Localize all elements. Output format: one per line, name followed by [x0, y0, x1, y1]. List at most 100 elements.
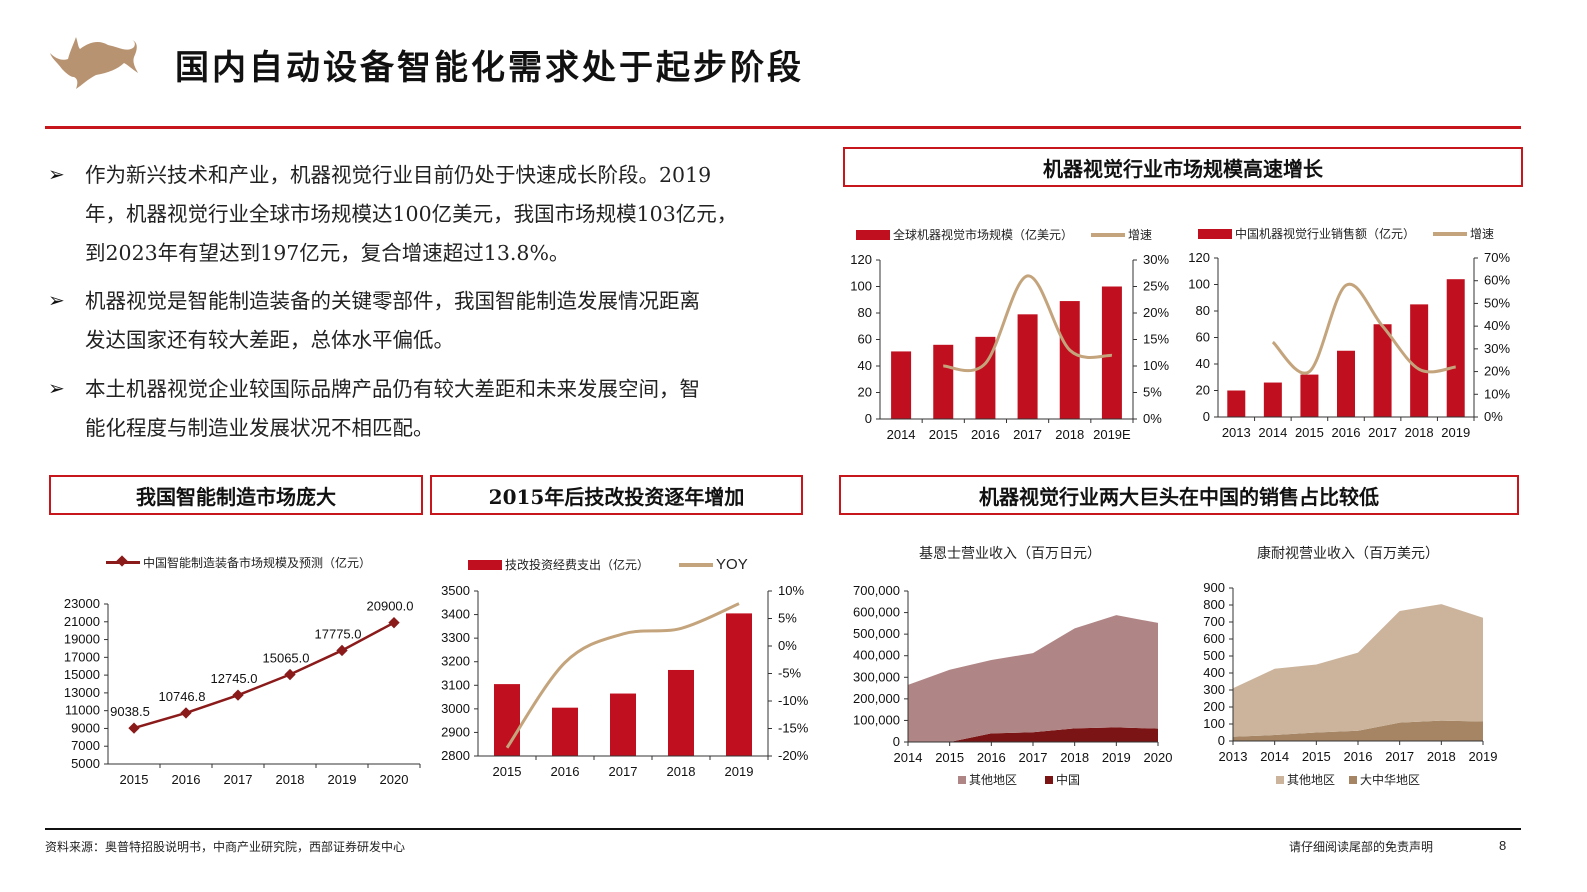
y-tick-label: 20 [1196, 383, 1210, 398]
bullet-text: 发达国家还有较大差距，总体水平偏低。 [85, 328, 454, 352]
chart-title-keyence: 基恩士营业收入（百万日元） [919, 546, 1101, 562]
x-tick-label: 2019 [1102, 750, 1131, 765]
legend-label: 其他地区 [969, 773, 1018, 787]
bar [494, 684, 520, 756]
x-tick-label: 2015 [929, 427, 958, 442]
y-tick-label: 80 [858, 305, 872, 320]
chart-5: 0 100 200 300 400 500 600 700 800 900 2013 2014 2015… [1203, 580, 1497, 764]
legend-chart-cognex: 其他地区 大中华地区 [1276, 771, 1420, 788]
y2-tick-label: 5% [1143, 385, 1162, 400]
bullet-text: 本土机器视觉企业较国际品牌产品仍有较大差距和未来发展空间，智 [85, 377, 700, 401]
bar [1410, 304, 1429, 417]
bullet-text: 作为新兴技术和产业，机器视觉行业目前仍处于快速成长阶段。2019 [85, 163, 712, 187]
x-tick-label: 2019E [1093, 427, 1131, 442]
x-tick-label: 2014 [894, 750, 923, 765]
x-tick-label: 2019 [1469, 749, 1498, 764]
legend-swatch [1349, 775, 1358, 784]
y-tick-label: 3300 [441, 630, 470, 645]
x-tick-label: 2015 [493, 764, 522, 779]
data-label: 10746.8 [159, 689, 206, 704]
x-tick-label: 2016 [172, 772, 201, 787]
x-tick-label: 2019 [1441, 425, 1470, 440]
y-tick-label: 3400 [441, 607, 470, 622]
x-tick-label: 2016 [971, 427, 1000, 442]
legend-swatch-bar [468, 559, 502, 570]
chart-1: 0 20 40 60 80 100 120 0% 10% 20% 30% 40% 50% 60% 70% 20… [1188, 250, 1510, 440]
bullet-text: 年，机器视觉行业全球市场规模达100亿美元，我国市场规模103亿元， [85, 202, 738, 226]
bar [668, 669, 694, 756]
y-tick-label: 80 [1196, 303, 1210, 318]
chart-title-cognex: 康耐视营业收入（百万美元） [1257, 546, 1439, 562]
y-tick-label: 700 [1203, 614, 1225, 629]
legend-chart-keyence: 其他地区 中国 [958, 771, 1080, 788]
bullet-text: 能化程度与制造业发展状况不相匹配。 [85, 416, 434, 440]
y-tick-label: 9000 [71, 720, 100, 735]
legend-swatch [958, 775, 966, 784]
y-tick-label: 0 [1218, 733, 1225, 748]
chart-3: 2800 2900 3000 3100 3200 3300 3400 3500 -20% -15%… [441, 583, 809, 779]
y-tick-label: 200,000 [853, 691, 900, 706]
x-tick-label: 2014 [1258, 425, 1287, 440]
data-label: 15065.0 [263, 651, 310, 666]
bullet-text: 机器视觉是智能制造装备的关键零部件，我国智能制造发展情况距离 [85, 289, 700, 313]
legend-chart-tech: 技改投资经费支出（亿元） YOY [468, 556, 748, 573]
legend-swatch-line [1433, 231, 1468, 236]
footer-disclaimer: 请仔细阅读尾部的免责声明 [1289, 840, 1434, 854]
bullet-text: 到2023年有望达到197亿元，复合增速超过13.8%。 [85, 241, 570, 265]
y2-tick-label: 60% [1484, 273, 1510, 288]
legend-label: 增速 [1470, 227, 1495, 241]
y-tick-label: 400,000 [853, 648, 900, 663]
y-tick-label: 40 [1196, 356, 1210, 371]
y-tick-label: 200 [1203, 699, 1225, 714]
bullet-item: ➢ 机器视觉是智能制造装备的关键零部件，我国智能制造发展情况距离 发达国家还有较… [48, 282, 808, 360]
x-tick-label: 2016 [1344, 749, 1373, 764]
section-header-market-growth: 机器视觉行业市场规模高速增长 [843, 147, 1523, 187]
legend-label: 中国智能制造装备市场规模及预测（亿元） [143, 556, 372, 570]
bar [1300, 374, 1319, 417]
bar [933, 344, 954, 419]
bar [1337, 350, 1355, 417]
y-tick-label: 2900 [441, 724, 470, 739]
y-tick-label: 120 [1188, 250, 1210, 265]
y2-tick-label: 10% [1143, 358, 1169, 373]
y2-tick-label: -15% [778, 721, 809, 736]
x-tick-label: 2016 [551, 764, 580, 779]
y-tick-label: 100 [1188, 277, 1210, 292]
page-title: 国内自动设备智能化需求处于起步阶段 [175, 48, 804, 88]
area-series-0 [908, 727, 1158, 742]
data-label: 20900.0 [367, 599, 414, 614]
legend-swatch-line [1091, 232, 1126, 237]
legend-swatch [1276, 775, 1284, 784]
growth-line [505, 602, 740, 749]
y2-tick-label: 20% [1143, 305, 1169, 320]
y-tick-label: 0 [1203, 409, 1210, 424]
growth-line [943, 274, 1113, 373]
y-tick-label: 3200 [441, 654, 470, 669]
x-tick-label: 2017 [609, 764, 638, 779]
y2-tick-label: -5% [778, 666, 802, 681]
y-tick-label: 11000 [65, 703, 100, 718]
legend-label: 技改投资经费支出（亿元） [505, 558, 650, 572]
y-tick-label: 23000 [64, 596, 100, 611]
y-tick-label: 19000 [64, 632, 100, 647]
line-marker [284, 668, 296, 681]
growth-line [1271, 282, 1456, 375]
y-tick-label: 40 [858, 358, 872, 373]
title-divider [45, 126, 1521, 129]
y-tick-label: 3000 [441, 701, 470, 716]
legend-swatch-bar [1198, 228, 1232, 239]
data-label: 12745.0 [211, 671, 258, 686]
y-tick-label: 700,000 [853, 583, 900, 598]
legend-swatch-line [679, 562, 714, 567]
legend-chart-china: 中国机器视觉行业销售额（亿元） 增速 [1198, 225, 1494, 242]
x-tick-label: 2017 [1368, 425, 1397, 440]
x-tick-label: 2018 [1405, 425, 1434, 440]
bar [1446, 279, 1465, 417]
area-series-1 [908, 615, 1158, 742]
y-tick-label: 600,000 [853, 605, 900, 620]
x-tick-label: 2018 [1055, 427, 1084, 442]
footer-divider [45, 828, 1521, 830]
x-tick-label: 2018 [1060, 750, 1089, 765]
x-tick-label: 2018 [1427, 749, 1456, 764]
